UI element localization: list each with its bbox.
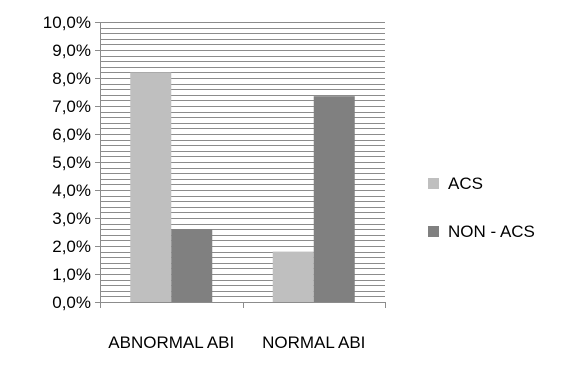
legend-swatch bbox=[428, 226, 439, 237]
bar-acs-1 bbox=[130, 72, 172, 303]
bar-non-acs-2 bbox=[313, 96, 355, 302]
y-tick-label: 1,0% bbox=[52, 265, 91, 284]
legend-label: ACS bbox=[448, 174, 483, 193]
y-tick-label: 4,0% bbox=[52, 181, 91, 200]
y-tick-label: 0,0% bbox=[52, 293, 91, 312]
y-tick-label: 6,0% bbox=[52, 125, 91, 144]
bar-acs-2 bbox=[272, 251, 314, 302]
y-tick-labels: 0,0% 1,0% 2,0% 3,0% 4,0% 5,0% 6,0% 7,0% 8,0% 9,0%… bbox=[43, 13, 91, 312]
x-category-label: NORMAL ABI bbox=[262, 333, 365, 352]
y-tick-label: 10,0% bbox=[43, 13, 91, 32]
x-category-labels: ABNORMAL ABI NORMAL ABI bbox=[108, 333, 365, 352]
y-tick-label: 2,0% bbox=[52, 237, 91, 256]
y-tick-label: 9,0% bbox=[52, 41, 91, 60]
bar-non-acs-1 bbox=[171, 229, 213, 302]
legend: ACS NON - ACS bbox=[428, 174, 535, 241]
x-category-label: ABNORMAL ABI bbox=[108, 333, 234, 352]
y-tick-label: 8,0% bbox=[52, 69, 91, 88]
y-tick-label: 5,0% bbox=[52, 153, 91, 172]
legend-swatch bbox=[428, 178, 439, 189]
y-tick-label: 7,0% bbox=[52, 97, 91, 116]
axes bbox=[95, 22, 386, 308]
x-category-label-line: NORMAL ABI bbox=[262, 333, 365, 352]
legend-label: NON - ACS bbox=[448, 222, 535, 241]
y-tick-label: 3,0% bbox=[52, 209, 91, 228]
bars bbox=[130, 72, 355, 303]
x-category-label-line: ABNORMAL ABI bbox=[108, 333, 234, 352]
